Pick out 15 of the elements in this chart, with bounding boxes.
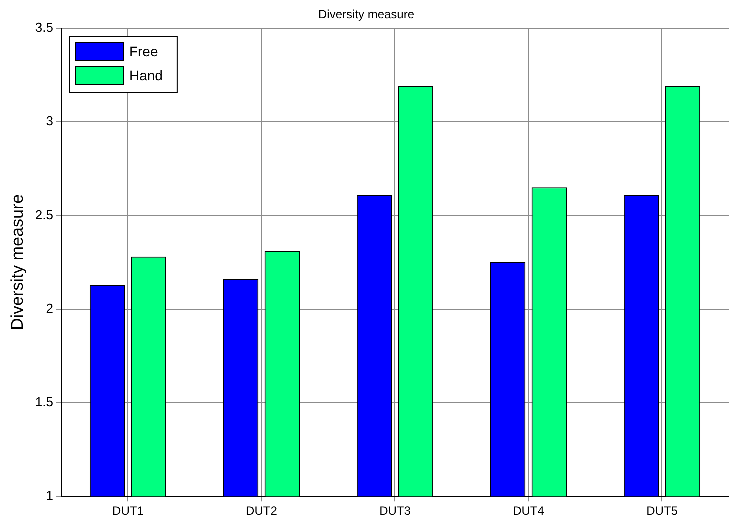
x-tick-label: DUT3 [380, 504, 412, 518]
x-tick-label: DUT5 [646, 504, 678, 518]
legend-label: Free [129, 43, 158, 60]
x-tick-label: DUT4 [513, 504, 545, 518]
y-tick-label: 1.5 [35, 394, 54, 410]
x-tick-label: DUT2 [246, 504, 278, 518]
y-tick-label: 3 [46, 114, 54, 129]
y-tick-label: 2.5 [35, 207, 54, 222]
y-tick-label: 2 [46, 300, 54, 316]
y-axis-title: Diversity measure [8, 194, 27, 331]
y-tick-label: 3.5 [35, 20, 54, 35]
y-tick-label: 1 [46, 488, 54, 504]
legend-label: Hand [129, 67, 163, 84]
chart-title: Diversity measure [318, 8, 415, 22]
x-tick-label: DUT1 [112, 504, 144, 518]
